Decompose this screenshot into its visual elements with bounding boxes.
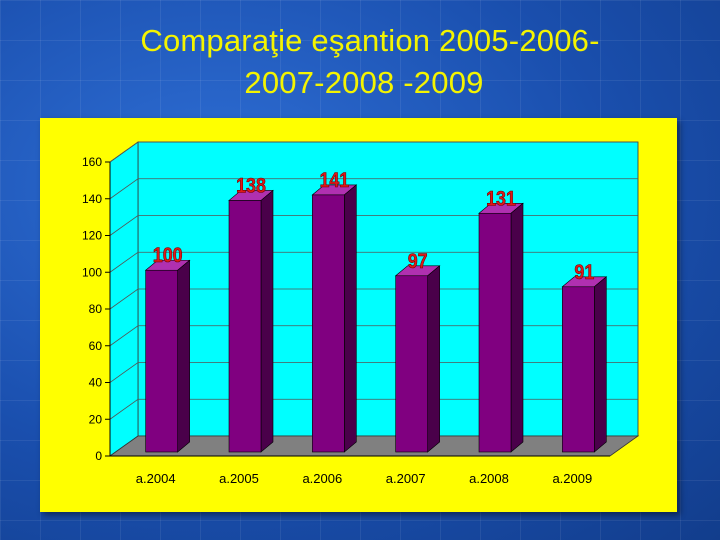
gridline — [109, 325, 638, 347]
gridline — [109, 251, 638, 273]
gridline — [109, 362, 638, 383]
gridline — [109, 215, 638, 236]
data-label: 131 — [486, 187, 516, 211]
bar — [395, 275, 428, 453]
data-label: 100 — [153, 244, 183, 268]
x-category-label: a.2007 — [386, 471, 426, 486]
bar-side — [344, 184, 357, 453]
bar — [562, 286, 595, 453]
y-tick-label: 120 — [82, 229, 102, 243]
chart-area: 0 20 40 60 80 100 120 140 160 100 a.2004 138 a.2005 1… — [40, 118, 677, 512]
y-tick-label: 80 — [89, 302, 103, 316]
bar-group — [478, 202, 524, 453]
data-label: 141 — [319, 169, 349, 193]
gridline — [109, 141, 638, 163]
bar-side — [510, 202, 524, 453]
bar — [312, 194, 345, 453]
bar-group — [228, 189, 274, 453]
bar — [228, 200, 262, 453]
y-tick-label: 60 — [89, 339, 103, 353]
y-tick-label: 40 — [89, 376, 103, 390]
x-category-label: a.2006 — [302, 471, 342, 486]
data-label: 138 — [236, 174, 266, 198]
bar-group — [561, 276, 608, 453]
gridline — [109, 398, 638, 420]
slide-title-line-1: Comparaţie eşantion 2005-2006- — [140, 23, 600, 58]
x-category-label: a.2004 — [136, 471, 176, 486]
x-category-label: a.2005 — [219, 471, 259, 486]
bar — [145, 269, 178, 453]
y-tick-label: 100 — [82, 265, 102, 279]
bar-side — [177, 259, 190, 453]
x-category-label: a.2009 — [552, 471, 592, 486]
slide-title: Comparaţie eşantion 2005-2006- 2007-2008… — [0, 20, 720, 104]
gridline — [109, 288, 638, 310]
y-tick-label: 160 — [82, 155, 102, 169]
bar-group — [311, 184, 358, 453]
slide-title-line-2: 2007-2008 -2009 — [244, 65, 484, 100]
bar-chart: 0 20 40 60 80 100 120 140 160 100 a.2004 138 a.2005 1… — [82, 141, 640, 486]
data-label: 91 — [574, 260, 594, 284]
bar-group — [144, 259, 191, 453]
bar-side — [427, 265, 440, 453]
bar-side — [594, 276, 607, 453]
bar — [478, 212, 512, 453]
x-category-label: a.2008 — [469, 471, 509, 486]
y-tick-label: 20 — [89, 412, 103, 426]
bar-side — [260, 189, 274, 453]
y-tick-label: 140 — [82, 192, 102, 206]
gridline — [109, 178, 638, 200]
data-label: 97 — [408, 249, 428, 273]
y-tick-label: 0 — [95, 449, 102, 463]
bar-group — [394, 265, 441, 453]
